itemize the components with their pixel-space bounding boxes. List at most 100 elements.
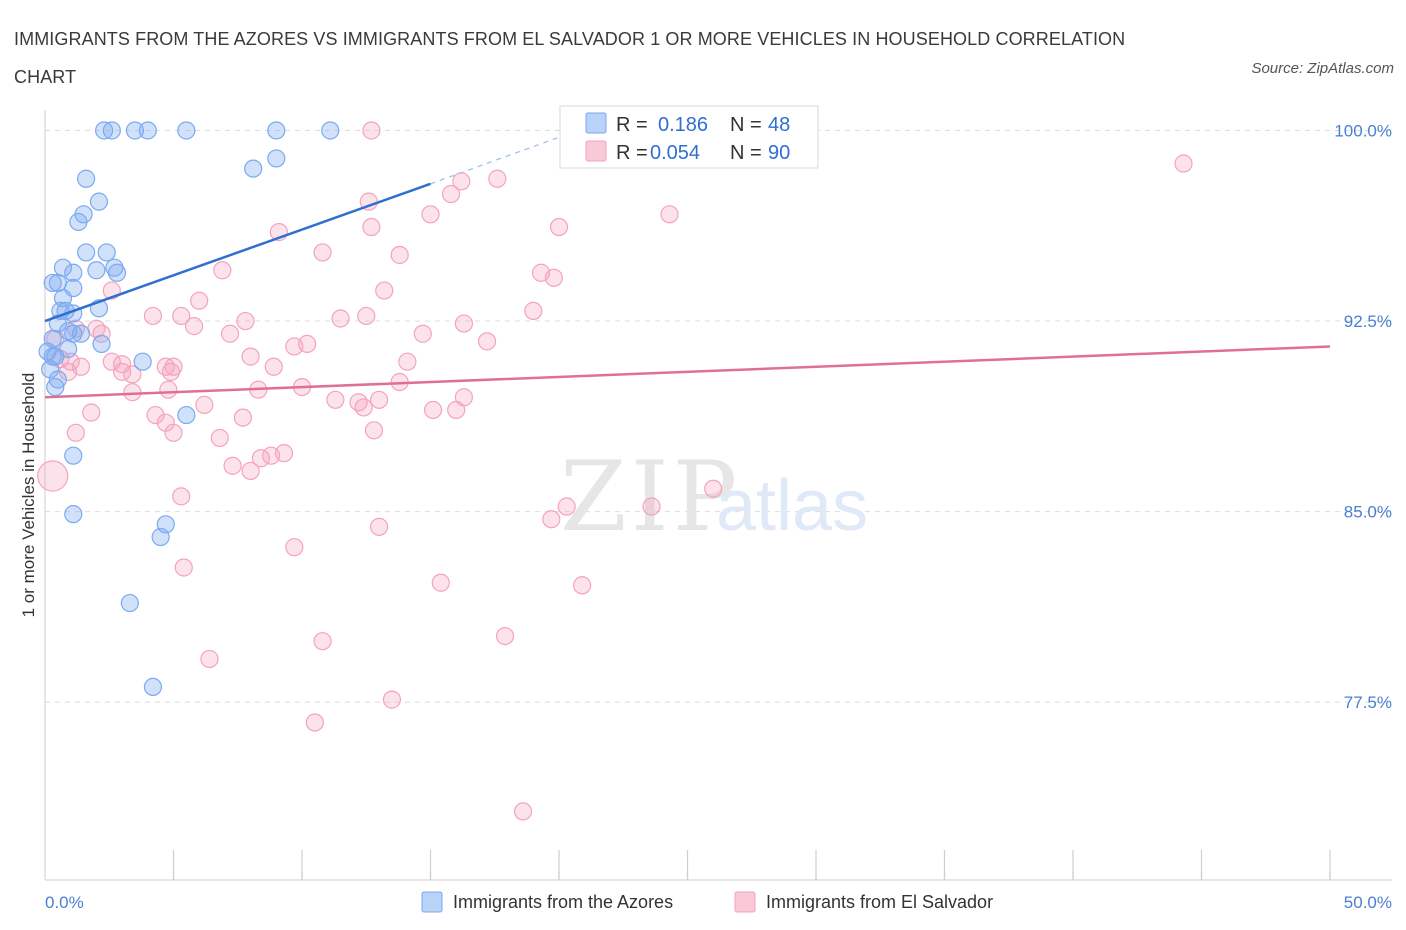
point-elsalvador [513,802,533,821]
point-elsalvador [375,281,394,300]
point-elsalvador [544,268,563,287]
x-tick-label: 50.0% [1344,893,1392,912]
point-azores [102,121,121,140]
point-elsalvador [354,398,373,417]
point-elsalvador [331,309,350,328]
point-elsalvador [370,390,389,409]
watermark-atlas: atlas [716,466,868,546]
point-elsalvador [274,444,294,463]
point-elsalvador [213,261,232,280]
point-elsalvador [251,449,270,468]
point-elsalvador [156,357,175,376]
legend-box-swatch-elsalvador [585,140,607,162]
legend-box: R = 0.186 N = 48 R = 0.054 N = 90 [559,105,819,169]
point-elsalvador [441,184,461,204]
point-elsalvador [660,205,679,224]
point-azores [95,121,114,140]
bottom-legend-swatch-elsalvador [734,891,756,913]
point-elsalvador [82,403,101,422]
point-azores [87,261,106,280]
y-tick-label: 85.0% [1344,503,1392,522]
point-elsalvador [223,456,242,475]
point-elsalvador [349,393,368,412]
point-elsalvador [1174,154,1193,173]
point-elsalvador [364,421,384,440]
trend-line-azores-extension [430,127,585,185]
legend-n-value-elsalvador: 90 [768,142,790,164]
point-elsalvador [156,413,175,432]
point-elsalvador [37,460,69,492]
point-elsalvador [59,362,78,381]
y-tick-label: 77.5% [1344,693,1392,712]
point-elsalvador [313,243,332,262]
point-elsalvador [495,626,515,646]
point-azores [43,273,62,293]
point-elsalvador [390,245,409,265]
point-elsalvador [143,306,163,326]
point-elsalvador [524,301,543,320]
watermark-zip: ZIP [560,441,741,553]
x-tick-label: 0.0% [45,893,84,912]
point-elsalvador [431,573,450,592]
point-elsalvador [362,121,381,140]
point-azores [59,339,78,359]
point-azores [89,192,109,211]
point-elsalvador [382,690,402,709]
axes [44,110,1392,881]
point-azores [69,212,88,232]
bottom-legend: Immigrants from the Azores Immigrants fr… [421,891,993,913]
point-elsalvador [172,487,191,506]
point-elsalvador [161,362,181,381]
point-elsalvador [488,169,507,188]
point-azores [133,352,152,371]
legend-r-label-azores: R = [616,114,648,136]
point-elsalvador [573,576,592,595]
bottom-legend-swatch-azores [421,891,443,913]
y-axis-label: 1 or more Vehicles in Household [19,373,38,618]
point-elsalvador [421,205,440,224]
point-azores [41,360,60,379]
point-elsalvador [241,347,260,366]
point-elsalvador [362,217,381,237]
point-azores [48,273,67,293]
point-elsalvador [549,217,569,237]
point-azores [64,505,83,524]
point-elsalvador [123,365,142,384]
point-elsalvador [423,400,443,420]
point-azores [143,677,163,697]
point-elsalvador [190,291,209,310]
legend-r-value-elsalvador: 0.054 [650,142,700,164]
legend-r-value-azores: 0.186 [658,114,708,136]
point-elsalvador [704,479,723,498]
point-elsalvador [447,400,466,420]
point-azores [177,121,196,140]
point-azores [138,121,157,140]
legend-n-value-azores: 48 [768,114,790,136]
point-elsalvador [454,314,474,333]
point-elsalvador [66,423,85,442]
point-azores [321,121,340,140]
point-elsalvador [164,423,183,442]
point-azores [97,243,116,262]
point-azores [244,159,263,178]
point-elsalvador [195,395,214,414]
data-points [37,121,1193,821]
point-elsalvador [123,383,142,402]
point-elsalvador [542,510,561,529]
point-elsalvador [370,517,389,536]
point-elsalvador [220,324,240,343]
point-azores [125,121,145,140]
y-tick-label: 92.5% [1344,312,1392,331]
point-elsalvador [146,405,165,425]
legend-n-label-azores: N = [730,114,762,136]
point-elsalvador [642,497,661,516]
point-azores [92,334,111,354]
legend-r-label-elsalvador: R = [616,142,648,164]
trend-line-azores [44,182,431,323]
point-azores [105,258,124,277]
point-elsalvador [357,306,376,326]
legend-n-label-elsalvador: N = [730,142,762,164]
point-elsalvador [326,390,345,409]
point-azores [107,263,127,282]
